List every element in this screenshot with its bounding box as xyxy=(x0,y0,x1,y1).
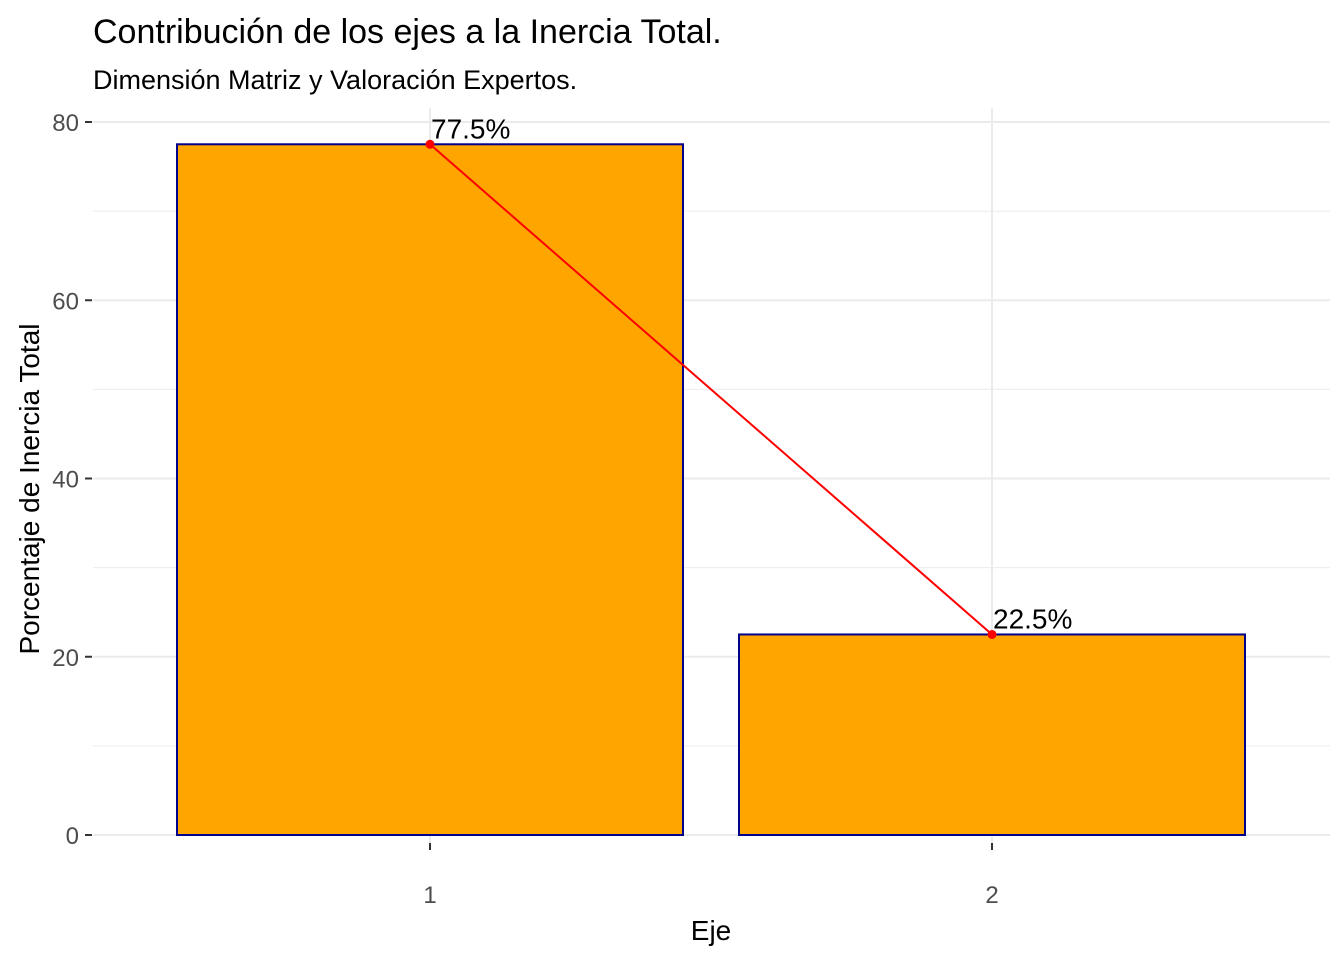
y-tick-label: 60 xyxy=(52,288,79,315)
data-label-1: 77.5% xyxy=(431,113,510,144)
data-label-2: 22.5% xyxy=(993,603,1072,634)
chart-title: Contribución de los ejes a la Inercia To… xyxy=(93,13,722,51)
series-line xyxy=(429,143,993,636)
overlay-line xyxy=(425,139,997,639)
y-tick-label: 20 xyxy=(52,645,79,672)
data-point-2 xyxy=(987,629,997,639)
bars xyxy=(176,143,1246,836)
x-tick-label: 1 xyxy=(423,882,436,909)
y-axis: 0 20 40 60 80 xyxy=(52,110,92,850)
x-tick-label: 2 xyxy=(985,882,998,909)
data-labels: 77.5% 22.5% xyxy=(431,113,1072,634)
x-axis-label: Eje xyxy=(691,915,731,946)
y-tick-label: 0 xyxy=(66,823,79,850)
y-tick-label: 40 xyxy=(52,467,79,494)
y-axis-label: Porcentaje de Inercia Total xyxy=(14,323,45,654)
data-point-1 xyxy=(425,139,435,149)
bar-2 xyxy=(738,633,1246,836)
chart-subtitle: Dimensión Matriz y Valoración Expertos. xyxy=(93,65,577,95)
y-tick-label: 80 xyxy=(52,110,79,137)
bar-1 xyxy=(176,143,684,836)
